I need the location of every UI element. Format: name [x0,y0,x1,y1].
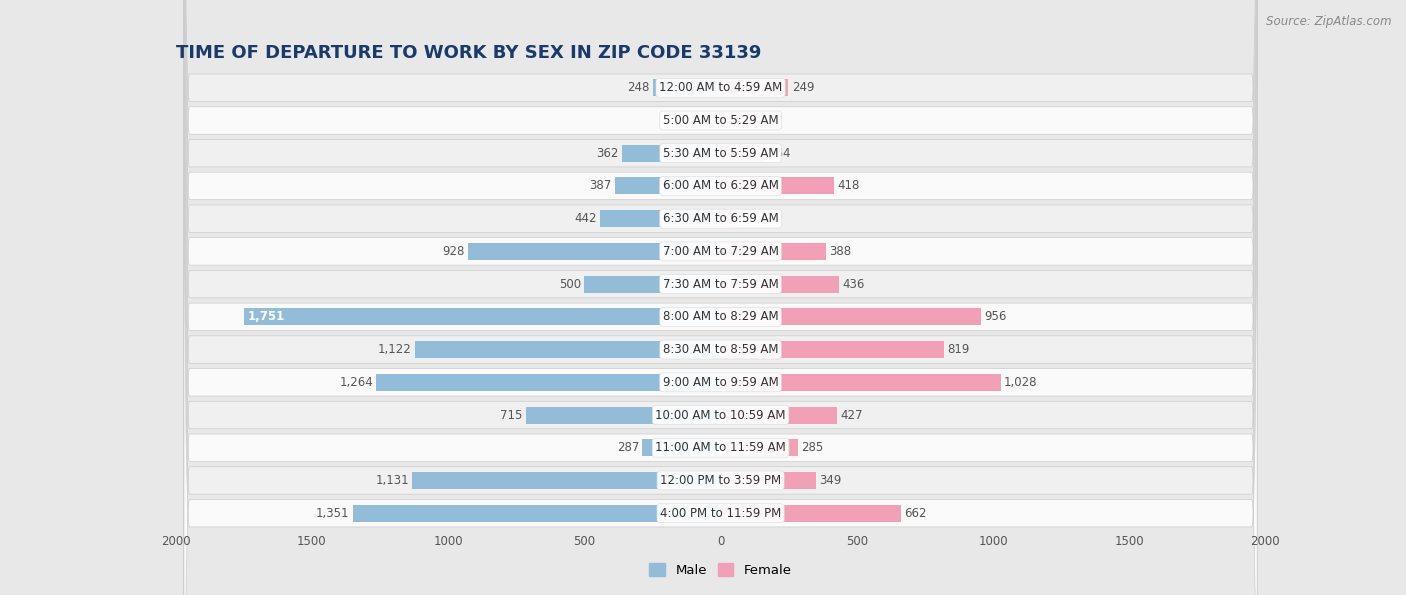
Bar [721,308,981,325]
FancyBboxPatch shape [184,0,1257,595]
Bar [721,341,943,358]
FancyBboxPatch shape [184,0,1257,595]
Text: 662: 662 [904,507,927,519]
Text: 248: 248 [627,82,650,94]
Text: 387: 387 [589,180,612,192]
Text: 418: 418 [838,180,860,192]
Text: 7:00 AM to 7:29 AM: 7:00 AM to 7:29 AM [662,245,779,258]
Bar [412,472,721,489]
Text: 442: 442 [575,212,598,225]
Bar [621,145,721,162]
Text: 819: 819 [948,343,969,356]
Text: 5:30 AM to 5:59 AM: 5:30 AM to 5:59 AM [662,147,779,159]
Bar [721,112,758,129]
Bar [526,406,721,424]
FancyBboxPatch shape [184,0,1257,595]
Bar [616,177,721,195]
Bar [721,145,765,162]
Text: TIME OF DEPARTURE TO WORK BY SEX IN ZIP CODE 33139: TIME OF DEPARTURE TO WORK BY SEX IN ZIP … [176,43,761,61]
Text: 7:30 AM to 7:59 AM: 7:30 AM to 7:59 AM [662,278,779,290]
Text: 6:30 AM to 6:59 AM: 6:30 AM to 6:59 AM [662,212,779,225]
Bar [353,505,721,522]
Text: 1,751: 1,751 [247,311,285,323]
Bar [721,505,901,522]
FancyBboxPatch shape [184,0,1257,595]
Text: Source: ZipAtlas.com: Source: ZipAtlas.com [1267,15,1392,28]
Bar [377,374,721,391]
Text: 928: 928 [441,245,464,258]
Bar [721,472,815,489]
Bar [600,210,721,227]
Bar [721,177,834,195]
Text: 287: 287 [617,441,640,454]
Text: 11:00 AM to 11:59 AM: 11:00 AM to 11:59 AM [655,441,786,454]
Text: 54: 54 [738,212,754,225]
Text: 137: 137 [761,114,783,127]
Text: 1,264: 1,264 [339,376,373,389]
Text: 10:00 AM to 10:59 AM: 10:00 AM to 10:59 AM [655,409,786,421]
Bar [721,439,799,456]
Text: 349: 349 [818,474,841,487]
FancyBboxPatch shape [184,0,1257,595]
Text: 8:00 AM to 8:29 AM: 8:00 AM to 8:29 AM [662,311,779,323]
Text: 12:00 AM to 4:59 AM: 12:00 AM to 4:59 AM [659,82,782,94]
Text: 500: 500 [560,278,581,290]
FancyBboxPatch shape [184,0,1257,595]
FancyBboxPatch shape [184,0,1257,595]
Bar [721,406,837,424]
Text: 6:00 AM to 6:29 AM: 6:00 AM to 6:29 AM [662,180,779,192]
Text: 1,122: 1,122 [378,343,412,356]
Bar [721,243,827,260]
Bar [721,275,839,293]
Text: 956: 956 [984,311,1007,323]
FancyBboxPatch shape [184,0,1257,595]
Text: 9:00 AM to 9:59 AM: 9:00 AM to 9:59 AM [662,376,779,389]
Bar [716,112,721,129]
Text: 164: 164 [769,147,792,159]
Text: 19: 19 [697,114,711,127]
Bar [643,439,721,456]
Bar [468,243,721,260]
Bar [721,374,1001,391]
Legend: Male, Female: Male, Female [644,558,797,583]
FancyBboxPatch shape [184,0,1257,595]
Bar [721,79,789,96]
FancyBboxPatch shape [184,0,1257,595]
Text: 715: 715 [501,409,523,421]
Text: 362: 362 [596,147,619,159]
Bar [415,341,721,358]
Bar [652,79,721,96]
Text: 1,131: 1,131 [375,474,409,487]
Text: 12:00 PM to 3:59 PM: 12:00 PM to 3:59 PM [659,474,782,487]
Text: 427: 427 [841,409,863,421]
FancyBboxPatch shape [184,0,1257,595]
Text: 1,028: 1,028 [1004,376,1038,389]
Text: 388: 388 [830,245,852,258]
Text: 4:00 PM to 11:59 PM: 4:00 PM to 11:59 PM [659,507,782,519]
FancyBboxPatch shape [184,0,1257,595]
Text: 436: 436 [842,278,865,290]
FancyBboxPatch shape [184,0,1257,595]
Text: 285: 285 [801,441,824,454]
Text: 5:00 AM to 5:29 AM: 5:00 AM to 5:29 AM [662,114,779,127]
Text: 8:30 AM to 8:59 AM: 8:30 AM to 8:59 AM [662,343,779,356]
Text: 249: 249 [792,82,814,94]
FancyBboxPatch shape [184,0,1257,595]
Text: 1,351: 1,351 [316,507,349,519]
Bar [721,210,735,227]
Bar [585,275,721,293]
Bar [243,308,721,325]
